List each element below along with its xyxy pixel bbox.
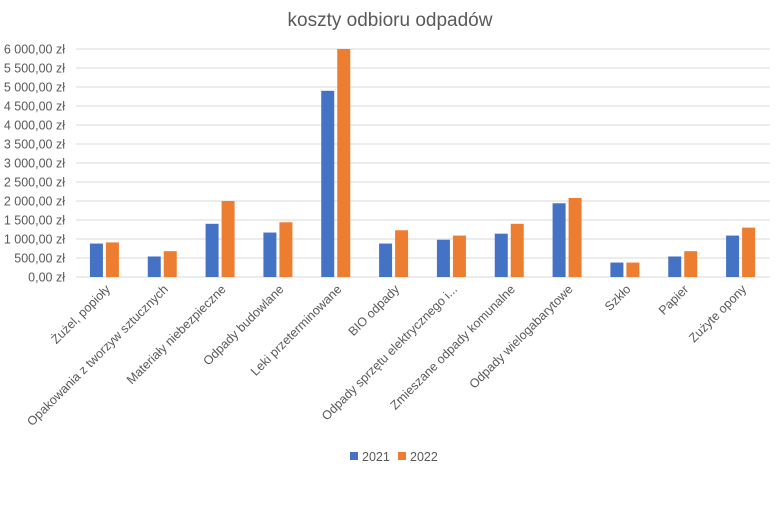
x-tick-label: Zmieszane odpady komunalne: [388, 282, 518, 412]
bar-2022: [105, 242, 119, 277]
x-tick-label: Zużyte opony: [686, 282, 749, 345]
y-tick-label: 4 000,00 zł: [4, 119, 65, 133]
x-tick-label: BIO odpady: [346, 282, 403, 339]
legend-swatch-2021: [350, 452, 358, 460]
legend-swatch-2022: [398, 452, 406, 460]
bar-2022: [626, 262, 640, 277]
y-tick-label: 500,00 zł: [14, 252, 65, 266]
bar-2021: [726, 235, 740, 277]
x-tick-label: Papier: [656, 282, 691, 317]
bar-2022: [684, 251, 698, 277]
y-tick-label: 2 000,00 zł: [4, 195, 65, 209]
y-tick-label: 3 500,00 zł: [4, 138, 65, 152]
y-tick-label: 1 000,00 zł: [4, 233, 65, 247]
bar-2022: [221, 201, 235, 277]
bar-2021: [610, 262, 624, 277]
y-tick-label: 5 000,00 zł: [4, 81, 65, 95]
y-tick-label: 6 000,00 zł: [4, 43, 65, 57]
bar-2022: [337, 49, 351, 277]
bar-2021: [436, 239, 450, 277]
bar-2022: [452, 235, 466, 277]
legend-label: 2021: [362, 450, 390, 464]
y-tick-label: 4 500,00 zł: [4, 100, 65, 114]
x-tick-label: Szkło: [602, 282, 634, 314]
bar-2021: [263, 232, 277, 277]
y-tick-label: 3 000,00 zł: [4, 157, 65, 171]
x-tick-label: Odpady wielogabarytowe: [467, 282, 576, 391]
chart-title: koszty odbioru odpadów: [288, 10, 493, 31]
x-tick-label: Materiały niebezpieczne: [124, 282, 229, 387]
bar-2021: [552, 203, 566, 277]
y-tick-label: 2 500,00 zł: [4, 176, 65, 190]
bar-2022: [163, 251, 177, 277]
x-tick-label: Żużel, popioły: [49, 282, 114, 347]
bar-2022: [742, 227, 756, 277]
bar-2021: [321, 90, 335, 277]
bar-2021: [205, 223, 219, 277]
bar-2022: [568, 197, 582, 277]
y-tick-label: 1 500,00 zł: [4, 214, 65, 228]
legend-label: 2022: [410, 450, 438, 464]
bar-2021: [89, 243, 103, 277]
bar-2021: [379, 243, 393, 277]
bar-2022: [279, 222, 293, 277]
bar-2021: [494, 233, 508, 277]
bar-2022: [395, 230, 409, 277]
y-tick-label: 5 500,00 zł: [4, 62, 65, 76]
y-tick-label: 0,00 zł: [28, 271, 65, 285]
bar-2021: [147, 256, 161, 277]
bar-2021: [668, 256, 682, 277]
bar-2022: [510, 223, 524, 277]
